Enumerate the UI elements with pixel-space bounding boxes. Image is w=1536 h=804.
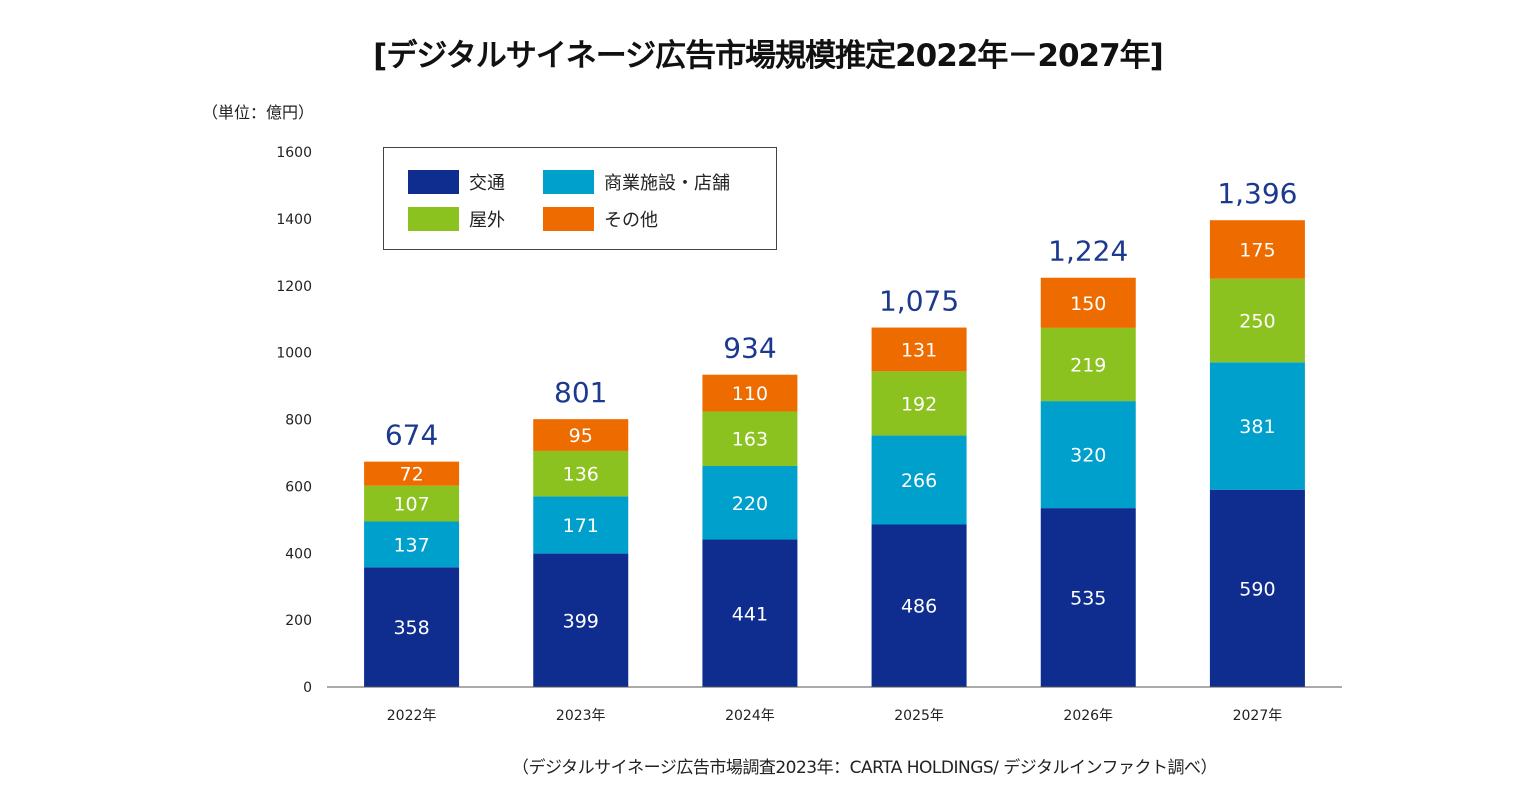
legend-item: 交通 bbox=[408, 169, 505, 195]
legend: 交通 商業施設・店舗 屋外 その他 bbox=[383, 147, 777, 250]
bar-segment bbox=[871, 524, 967, 687]
bar-segment bbox=[533, 496, 629, 554]
bar-segment bbox=[1040, 327, 1136, 402]
x-tick-label: 2024年 bbox=[725, 708, 775, 724]
total-label: 801 bbox=[554, 376, 607, 409]
legend-item: 商業施設・店舗 bbox=[543, 169, 730, 195]
legend-label: 商業施設・店舗 bbox=[604, 173, 730, 194]
data-label: 441 bbox=[732, 603, 768, 625]
data-label: 131 bbox=[901, 339, 937, 361]
y-tick-label: 800 bbox=[285, 413, 312, 429]
data-label: 220 bbox=[732, 493, 768, 515]
bar-segment bbox=[702, 539, 798, 687]
data-label: 107 bbox=[393, 494, 429, 516]
bar-segment bbox=[702, 465, 798, 540]
bar-segment bbox=[702, 374, 798, 412]
total-label: 1,224 bbox=[1048, 235, 1128, 268]
y-tick-label: 600 bbox=[285, 479, 312, 495]
bar-segment bbox=[871, 327, 967, 372]
bar-segment bbox=[364, 485, 460, 522]
data-label: 358 bbox=[393, 617, 429, 639]
legend-label: 屋外 bbox=[469, 210, 505, 231]
data-label: 219 bbox=[1070, 354, 1106, 376]
y-tick-label: 200 bbox=[285, 613, 312, 629]
data-label: 399 bbox=[563, 610, 599, 632]
y-tick-label: 1200 bbox=[276, 279, 312, 295]
data-label: 320 bbox=[1070, 445, 1106, 467]
data-label: 72 bbox=[399, 464, 423, 486]
chart-title: [デジタルサイネージ広告市場規模推定2022年－2027年] bbox=[373, 38, 1164, 74]
source-note: （デジタルサイネージ広告市場調査2023年：CARTA HOLDINGS/ デジ… bbox=[512, 758, 1217, 778]
bar-segment bbox=[364, 521, 460, 568]
data-label: 136 bbox=[563, 464, 599, 486]
bar-segment bbox=[702, 411, 798, 466]
data-label: 175 bbox=[1239, 239, 1275, 261]
bar-segment bbox=[1040, 277, 1136, 328]
bar-segment bbox=[364, 461, 460, 486]
bar-segment bbox=[1209, 220, 1305, 279]
data-label: 150 bbox=[1070, 293, 1106, 315]
x-tick-label: 2023年 bbox=[556, 708, 606, 724]
y-tick-label: 1600 bbox=[276, 145, 312, 161]
data-label: 171 bbox=[563, 515, 599, 537]
legend-item: その他 bbox=[543, 206, 658, 232]
bar-segment bbox=[364, 567, 460, 687]
bar-segment bbox=[871, 435, 967, 525]
legend-item: 屋外 bbox=[408, 206, 505, 232]
total-label: 1,396 bbox=[1217, 177, 1297, 210]
data-label: 163 bbox=[732, 429, 768, 451]
bar-segment bbox=[533, 419, 629, 451]
x-tick-label: 2025年 bbox=[894, 708, 944, 724]
data-label: 137 bbox=[393, 534, 429, 556]
data-label: 535 bbox=[1070, 588, 1106, 610]
data-label: 486 bbox=[901, 596, 937, 618]
legend-swatch bbox=[408, 170, 459, 194]
bar-segment bbox=[1040, 508, 1136, 687]
bar-segment bbox=[533, 553, 629, 687]
total-label: 934 bbox=[723, 332, 776, 365]
bar-segment bbox=[533, 450, 629, 497]
bar-segment bbox=[1209, 278, 1305, 363]
y-tick-label: 400 bbox=[285, 546, 312, 562]
data-label: 266 bbox=[901, 470, 937, 492]
legend-swatch bbox=[543, 207, 594, 231]
data-label: 381 bbox=[1239, 416, 1275, 438]
unit-label: （単位：億円） bbox=[202, 103, 315, 122]
legend-label: その他 bbox=[604, 210, 658, 231]
x-tick-label: 2022年 bbox=[387, 708, 437, 724]
total-label: 674 bbox=[385, 419, 438, 452]
y-tick-label: 1400 bbox=[276, 212, 312, 228]
legend-label: 交通 bbox=[469, 173, 505, 194]
y-tick-label: 1000 bbox=[276, 346, 312, 362]
bar-segment bbox=[1209, 489, 1305, 687]
x-tick-label: 2026年 bbox=[1063, 708, 1113, 724]
data-label: 590 bbox=[1239, 578, 1275, 600]
data-label: 95 bbox=[569, 425, 593, 447]
data-label: 192 bbox=[901, 393, 937, 415]
bar-segment bbox=[871, 371, 967, 436]
x-tick-label: 2027年 bbox=[1233, 708, 1283, 724]
legend-swatch bbox=[408, 207, 459, 231]
y-tick-label: 0 bbox=[303, 680, 312, 696]
bar-segment bbox=[1209, 362, 1305, 490]
data-label: 110 bbox=[732, 383, 768, 405]
total-label: 1,075 bbox=[879, 285, 959, 318]
bar-segment bbox=[1040, 401, 1136, 509]
data-label: 250 bbox=[1239, 311, 1275, 333]
legend-swatch bbox=[543, 170, 594, 194]
